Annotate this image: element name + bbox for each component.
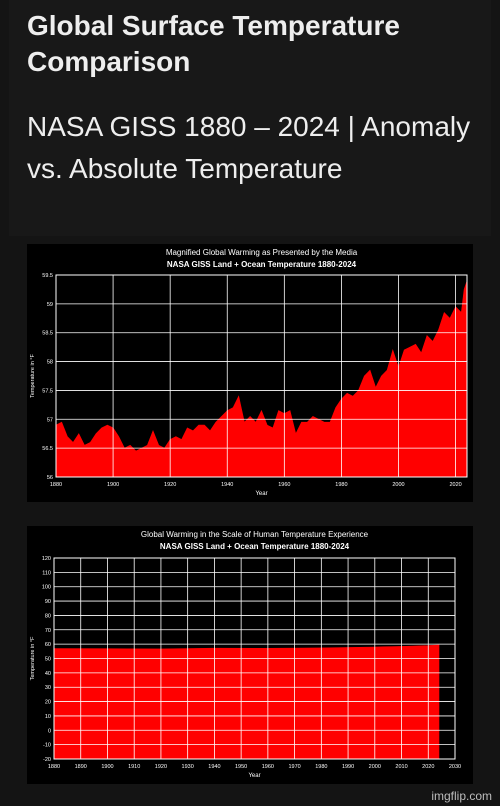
y-tick-label: 56.5 <box>42 446 53 452</box>
y-tick-label: 57.5 <box>42 388 53 394</box>
y-tick-label: 59 <box>47 302 53 308</box>
y-tick-label: 110 <box>42 570 51 576</box>
y-tick-label: 120 <box>42 556 51 562</box>
y-tick-label: -20 <box>43 757 51 763</box>
y-tick-label: 59.5 <box>42 273 53 279</box>
y-tick-label: -10 <box>43 743 51 749</box>
x-tick-label: 1940 <box>208 764 220 770</box>
x-tick-label: 1980 <box>315 764 327 770</box>
x-tick-label: 1930 <box>182 764 194 770</box>
x-tick-label: 2030 <box>449 764 461 770</box>
y-axis-label: Temperature in °F <box>30 353 36 397</box>
y-tick-label: 90 <box>45 599 51 605</box>
x-tick-label: 1900 <box>107 482 119 488</box>
chart-magnified-svg: Magnified Global Warming as Presented by… <box>30 248 468 497</box>
temperature-area-series <box>53 644 440 760</box>
x-tick-label: 1890 <box>75 764 87 770</box>
x-tick-label: 2000 <box>392 482 404 488</box>
x-tick-label: 1900 <box>101 764 113 770</box>
x-tick-label: 1950 <box>235 764 247 770</box>
y-tick-label: 50 <box>45 657 51 663</box>
chart-subtitle: NASA GISS Land + Ocean Temperature 1880-… <box>167 260 357 269</box>
x-tick-label: 2010 <box>395 764 407 770</box>
x-tick-label: 2020 <box>449 482 461 488</box>
y-tick-label: 20 <box>45 700 51 706</box>
x-tick-label: 2000 <box>369 764 381 770</box>
x-tick-label: 1970 <box>288 764 300 770</box>
x-tick-label: 1880 <box>48 764 60 770</box>
x-tick-label: 1940 <box>221 482 233 488</box>
y-tick-label: 58.5 <box>42 331 53 337</box>
chart-title: Global Warming in the Scale of Human Tem… <box>141 530 369 539</box>
x-axis-label: Year <box>255 491 267 497</box>
y-tick-label: 60 <box>45 642 51 648</box>
x-tick-label: 1960 <box>278 482 290 488</box>
imgflip-watermark: imgflip.com <box>431 789 492 803</box>
chart-human-scale-svg: Global Warming in the Scale of Human Tem… <box>30 530 461 779</box>
y-tick-label: 100 <box>42 585 51 591</box>
x-tick-label: 1980 <box>335 482 347 488</box>
x-tick-label: 1960 <box>262 764 274 770</box>
y-axis-label: Temperature in °F <box>30 636 36 680</box>
y-tick-label: 0 <box>48 728 51 734</box>
header-panel <box>9 0 491 236</box>
y-tick-label: 70 <box>45 628 51 634</box>
page-title: Global Surface Temperature Comparison <box>27 10 400 77</box>
chart-title: Magnified Global Warming as Presented by… <box>166 248 358 257</box>
y-tick-label: 58 <box>47 360 53 366</box>
plot-frame <box>53 557 456 760</box>
x-tick-label: 1920 <box>164 482 176 488</box>
x-tick-label: 1880 <box>50 482 62 488</box>
y-tick-label: 57 <box>47 417 53 423</box>
chart-magnified: Magnified Global Warming as Presented by… <box>27 244 473 502</box>
y-tick-label: 56 <box>47 475 53 481</box>
chart-human-scale: Global Warming in the Scale of Human Tem… <box>27 526 473 784</box>
y-tick-label: 30 <box>45 685 51 691</box>
x-tick-label: 1910 <box>128 764 140 770</box>
y-tick-label: 80 <box>45 613 51 619</box>
x-tick-label: 2020 <box>422 764 434 770</box>
temperature-area-series <box>55 280 468 478</box>
plot-frame <box>55 274 468 478</box>
y-tick-label: 40 <box>45 671 51 677</box>
y-tick-label: 10 <box>45 714 51 720</box>
x-axis-label: Year <box>248 773 260 779</box>
x-tick-label: 1990 <box>342 764 354 770</box>
chart-subtitle: NASA GISS Land + Ocean Temperature 1880-… <box>160 542 350 551</box>
x-tick-label: 1920 <box>155 764 167 770</box>
page-subtitle: NASA GISS 1880 – 2024 | Anomaly vs. Abso… <box>27 111 471 184</box>
